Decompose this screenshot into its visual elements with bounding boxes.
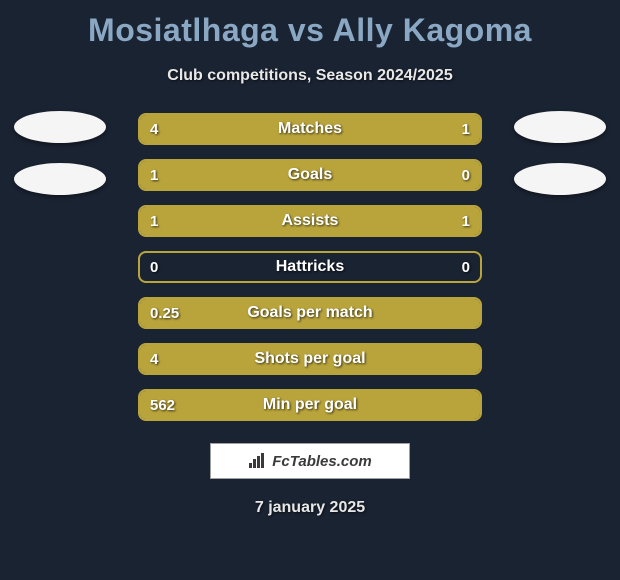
chart-icon bbox=[248, 453, 266, 469]
stat-row: 562Min per goal bbox=[138, 389, 482, 421]
stat-bars-container: 41Matches 10Goals 11Assists 0 0Hattricks 0.25… bbox=[138, 113, 482, 421]
attribution-badge[interactable]: FcTables.com bbox=[210, 443, 410, 479]
stats-area: 41Matches 10Goals 11Assists 0 0Hattricks 0.25… bbox=[0, 113, 620, 421]
stat-row: 10Goals bbox=[138, 159, 482, 191]
stat-fill-left bbox=[140, 299, 480, 327]
left-club-logo-1 bbox=[14, 111, 106, 143]
right-logo-column bbox=[514, 111, 606, 195]
subtitle: Club competitions, Season 2024/2025 bbox=[0, 67, 620, 85]
right-club-logo-1 bbox=[514, 111, 606, 143]
date-text: 7 january 2025 bbox=[0, 499, 620, 517]
left-club-logo-2 bbox=[14, 163, 106, 195]
stat-row: 11Assists bbox=[138, 205, 482, 237]
stat-fill-left bbox=[140, 345, 480, 373]
stat-row: 0.25Goals per match bbox=[138, 297, 482, 329]
stat-row: 41Matches bbox=[138, 113, 482, 145]
stat-fill-left bbox=[140, 161, 480, 189]
stat-row: 0 0Hattricks bbox=[138, 251, 482, 283]
stat-fill-left bbox=[140, 391, 480, 419]
stat-fill-left bbox=[140, 115, 412, 143]
attribution-text: FcTables.com bbox=[272, 453, 371, 470]
stat-label: Hattricks bbox=[140, 253, 480, 281]
right-club-logo-2 bbox=[514, 163, 606, 195]
left-logo-column bbox=[14, 111, 106, 195]
stat-fill-right bbox=[412, 115, 480, 143]
stat-value-left: 0 bbox=[150, 253, 158, 281]
page-title: Mosiatlhaga vs Ally Kagoma bbox=[0, 0, 620, 49]
stat-fill-left bbox=[140, 207, 310, 235]
stat-value-right: 0 bbox=[462, 253, 470, 281]
stat-row: 4Shots per goal bbox=[138, 343, 482, 375]
stat-fill-right bbox=[310, 207, 480, 235]
